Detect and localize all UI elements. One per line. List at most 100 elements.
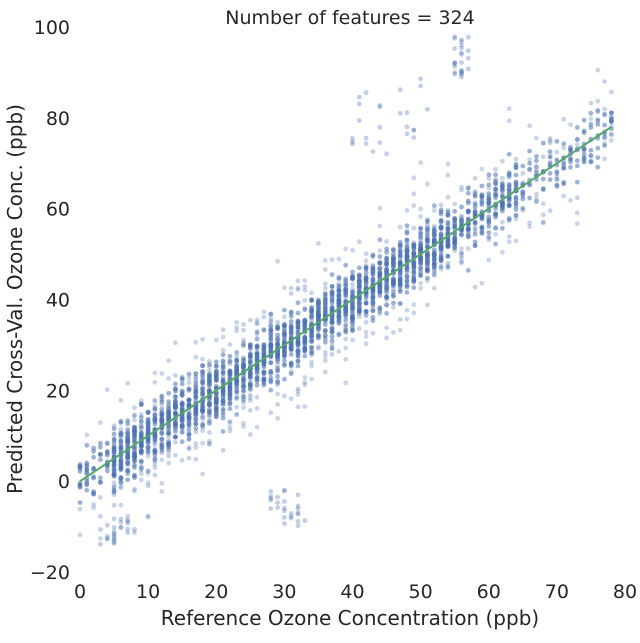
scatter-point (329, 334, 335, 339)
scatter-point (493, 226, 498, 231)
scatter-point (302, 287, 308, 293)
scatter-point (288, 330, 294, 336)
scatter-point (98, 420, 103, 425)
scatter-point (384, 335, 389, 341)
scatter-point (84, 467, 90, 472)
scatter-point (227, 342, 233, 347)
scatter-point (431, 285, 437, 291)
scatter-point (193, 354, 199, 360)
scatter-point (295, 278, 301, 284)
scatter-point (111, 431, 117, 437)
scatter-point (91, 454, 96, 460)
scatter-point (207, 418, 212, 424)
scatter-point (384, 325, 389, 331)
scatter-point (418, 269, 423, 275)
scatter-point (595, 117, 601, 123)
scatter-point (356, 265, 362, 271)
scatter-point (220, 429, 226, 434)
scatter-point (220, 428, 226, 434)
scatter-point (343, 313, 349, 318)
scatter-point (336, 291, 342, 297)
scatter-point (254, 329, 260, 335)
scatter-point (282, 515, 287, 520)
scatter-point (111, 541, 117, 546)
scatter-point (295, 285, 301, 291)
scatter-point (125, 431, 131, 436)
scatter-point (247, 380, 253, 386)
scatter-point (213, 413, 219, 419)
scatter-point (295, 363, 301, 369)
scatter-point (561, 141, 567, 147)
scatter-point (193, 371, 199, 377)
scatter-point (186, 436, 192, 442)
scatter-point (145, 471, 151, 476)
scatter-point (404, 267, 410, 272)
scatter-point (377, 237, 383, 243)
scatter-point (350, 313, 355, 319)
scatter-point (513, 194, 519, 200)
scatter-point (581, 156, 587, 162)
scatter-point (534, 164, 539, 170)
scatter-point (145, 453, 151, 459)
scatter-point (138, 458, 144, 464)
scatter-point (472, 284, 478, 290)
scatter-point (329, 344, 335, 350)
scatter-point (213, 363, 219, 369)
scatter-point (309, 376, 314, 382)
scatter-point (247, 432, 253, 437)
scatter-point (268, 506, 274, 511)
scatter-point (452, 60, 458, 65)
scatter-point (411, 225, 417, 231)
scatter-point (595, 107, 601, 113)
scatter-point (486, 224, 492, 229)
scatter-point (404, 241, 410, 247)
scatter-point (159, 402, 165, 407)
scatter-point (472, 231, 478, 237)
scatter-point (356, 94, 362, 100)
scatter-point (472, 175, 478, 181)
scatter-point (268, 323, 274, 328)
scatter-point (118, 466, 124, 471)
scatter-point (411, 175, 417, 181)
scatter-point (425, 106, 430, 112)
scatter-point (425, 240, 430, 246)
scatter-point (241, 343, 246, 348)
scatter-point (91, 474, 96, 480)
scatter-point (561, 193, 567, 199)
scatter-point (302, 324, 308, 330)
scatter-point (111, 426, 117, 432)
scatter-point (98, 495, 103, 500)
scatter-point (472, 239, 478, 245)
scatter-point (513, 213, 519, 219)
scatter-point (363, 341, 369, 347)
scatter-point (186, 375, 192, 381)
scatter-point (288, 511, 294, 516)
scatter-point (98, 513, 103, 519)
scatter-point (282, 285, 287, 291)
scatter-point (111, 539, 117, 545)
scatter-point (506, 189, 512, 194)
scatter-point (227, 372, 233, 378)
scatter-point (459, 42, 464, 48)
scatter-point (104, 387, 110, 393)
scatter-point (91, 466, 96, 471)
scatter-point (506, 171, 512, 177)
scatter-point (247, 358, 253, 364)
scatter-point (316, 312, 321, 318)
y-tick-labels: −20 0 20 40 60 80 100 (30, 17, 70, 584)
scatter-point (513, 162, 519, 168)
scatter-point (397, 301, 403, 306)
scatter-point (207, 438, 212, 444)
y-tick-label: 40 (46, 290, 70, 312)
scatter-point (500, 186, 505, 192)
scatter-point (370, 253, 376, 258)
scatter-point (193, 371, 199, 377)
scatter-point (261, 369, 267, 375)
scatter-point (316, 241, 321, 246)
scatter-point (445, 172, 451, 178)
scatter-point (370, 294, 376, 300)
scatter-point (431, 238, 437, 244)
scatter-point (118, 525, 124, 530)
scatter-point (145, 416, 151, 422)
